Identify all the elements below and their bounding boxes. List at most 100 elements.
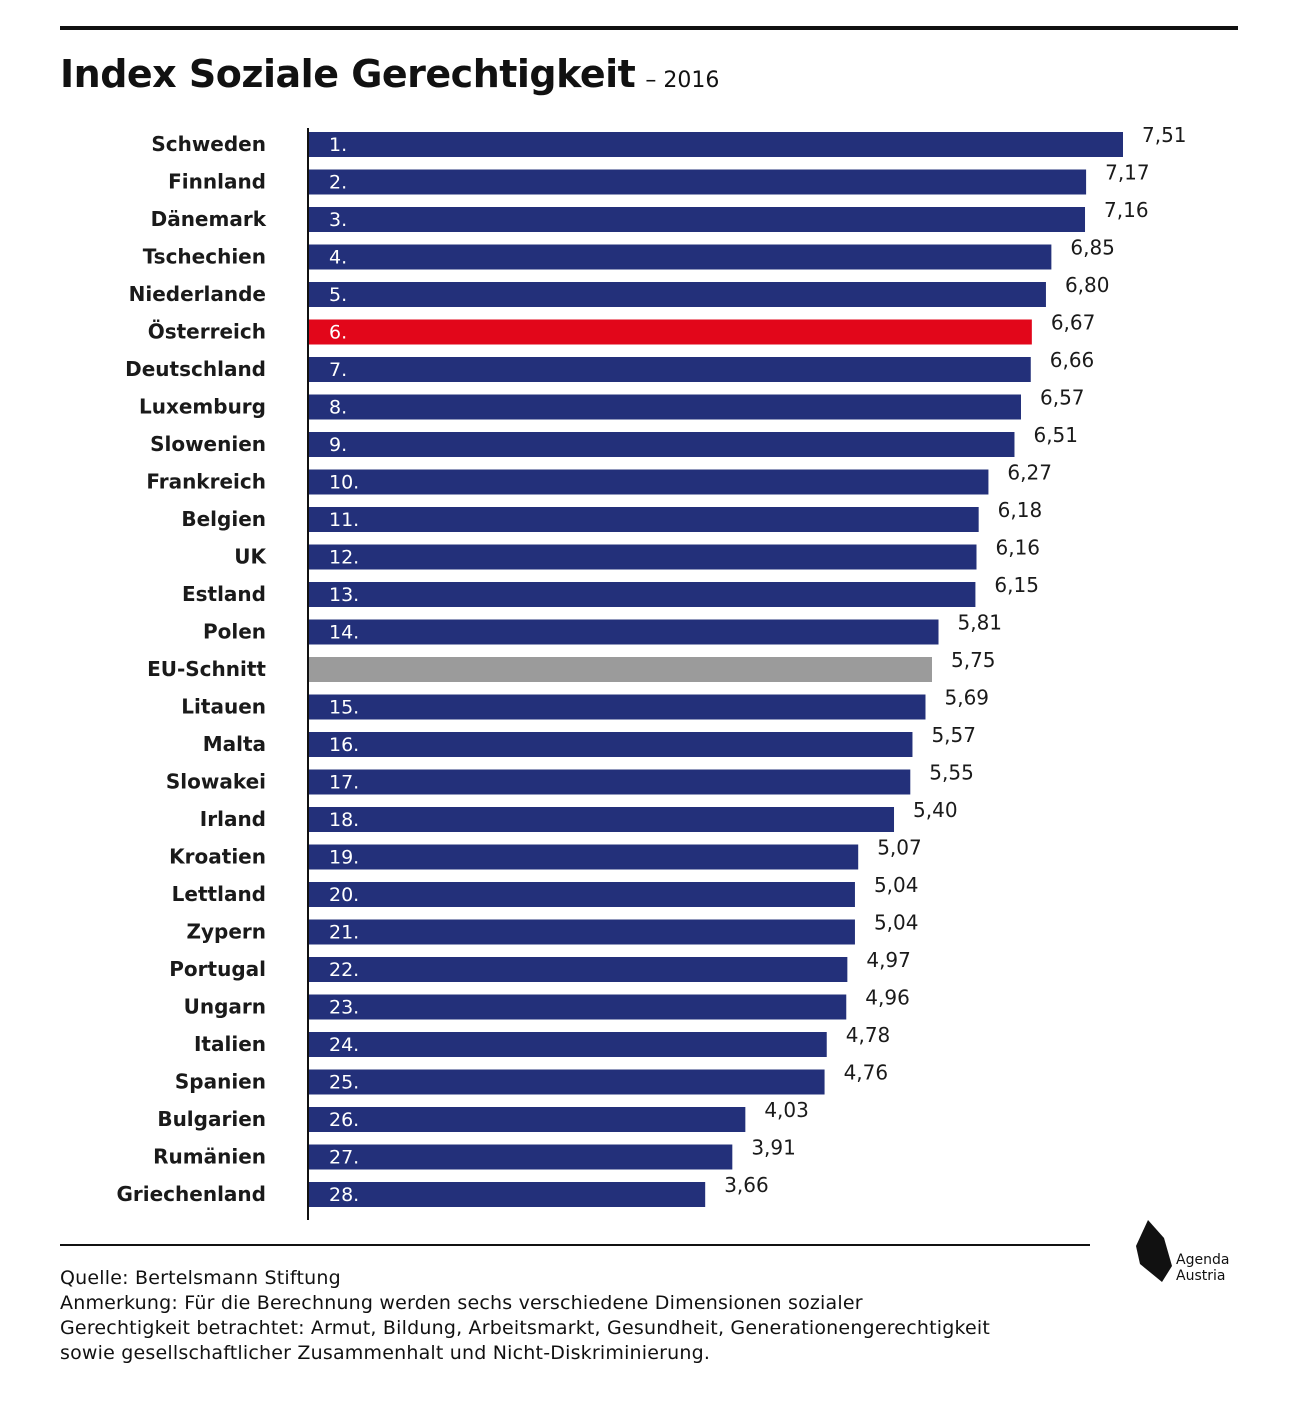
- bar-13: [308, 582, 976, 607]
- country-label: Österreich: [148, 320, 266, 344]
- country-label: UK: [234, 545, 267, 569]
- value-label: 6,16: [995, 536, 1040, 560]
- country-label: Finnland: [168, 170, 266, 194]
- value-label: 6,67: [1051, 311, 1096, 335]
- chart-subtitle: – 2016: [645, 68, 720, 93]
- rank-label: 8.: [329, 397, 347, 419]
- rank-label: 7.: [329, 359, 347, 381]
- value-label: 6,57: [1040, 386, 1085, 410]
- bar-6: [308, 319, 1032, 345]
- country-label: Frankreich: [146, 470, 266, 494]
- value-label: 5,07: [877, 836, 922, 860]
- country-label: Griechenland: [116, 1182, 266, 1206]
- value-label: 4,97: [866, 948, 911, 972]
- value-label: 4,03: [764, 1098, 809, 1122]
- country-label: Portugal: [169, 957, 266, 981]
- value-label: 5,40: [913, 798, 958, 822]
- agenda-austria-logo: [1136, 1220, 1172, 1282]
- bar-1: [308, 132, 1123, 157]
- value-label: 5,69: [944, 686, 989, 710]
- bar-18: [308, 769, 911, 795]
- rank-label: 17.: [329, 772, 359, 794]
- bar-19: [308, 807, 895, 832]
- rank-label: 11.: [329, 509, 359, 531]
- bar-22: [308, 919, 855, 945]
- value-label: 7,51: [1142, 123, 1187, 147]
- value-label: 6,51: [1033, 423, 1078, 447]
- rank-label: 26.: [329, 1109, 359, 1131]
- bar-16: [308, 694, 926, 720]
- rank-label: 18.: [329, 809, 359, 831]
- country-label: Italien: [194, 1032, 266, 1056]
- rank-label: 21.: [329, 922, 359, 944]
- logo-text-agenda: Agenda: [1176, 1252, 1230, 1268]
- country-label: EU-Schnitt: [147, 657, 266, 681]
- rank-label: 10.: [329, 472, 359, 494]
- bar-9: [308, 432, 1015, 457]
- country-label: Belgien: [181, 507, 266, 531]
- country-label: Malta: [203, 732, 266, 756]
- country-label: Bulgarien: [157, 1107, 266, 1131]
- country-label: Deutschland: [125, 357, 266, 381]
- value-label: 7,16: [1104, 198, 1149, 222]
- rank-label: 13.: [329, 584, 359, 606]
- value-label: 7,17: [1105, 161, 1150, 185]
- value-label: 5,57: [931, 723, 976, 747]
- rank-label: 16.: [329, 734, 359, 756]
- rank-label: 15.: [329, 697, 359, 719]
- value-label: 6,27: [1007, 461, 1052, 485]
- country-label: Tschechien: [143, 245, 266, 269]
- country-label: Niederlande: [129, 282, 266, 306]
- note-line-3: sowie gesellschaftlicher Zusammenhalt un…: [60, 1342, 711, 1364]
- rank-label: 28.: [329, 1184, 359, 1206]
- value-label: 4,76: [844, 1061, 889, 1085]
- rank-label: 20.: [329, 884, 359, 906]
- rank-label: 9.: [329, 434, 347, 456]
- value-label: 3,91: [751, 1136, 796, 1160]
- bar-2: [308, 169, 1087, 195]
- rank-label: 27.: [329, 1147, 359, 1169]
- value-label: 4,78: [846, 1023, 891, 1047]
- rank-label: 12.: [329, 547, 359, 569]
- country-label: Rumänien: [153, 1145, 266, 1169]
- chart-title: Index Soziale Gerechtigkeit: [60, 52, 636, 96]
- bar-20: [308, 844, 859, 870]
- country-label: Estland: [182, 582, 266, 606]
- bar-26: [308, 1069, 825, 1095]
- rank-label: 25.: [329, 1072, 359, 1094]
- country-label: Irland: [200, 807, 266, 831]
- rank-label: 24.: [329, 1034, 359, 1056]
- bar-chart: Schweden 1. 7,51 Finnland 2. 7,17 Dänemark 3. 7,…: [116, 123, 1187, 1220]
- value-label: 6,18: [998, 498, 1043, 522]
- rank-label: 2.: [329, 172, 347, 194]
- bar-21: [308, 882, 855, 907]
- bottom-rule: [60, 1244, 1090, 1246]
- note-line-2: Gerechtigkeit betrachtet: Armut, Bildung…: [60, 1317, 991, 1339]
- top-rule: [60, 26, 1238, 30]
- value-label: 3,66: [724, 1173, 769, 1197]
- value-label: 6,80: [1065, 273, 1110, 297]
- value-label: 5,04: [874, 911, 919, 935]
- value-label: 5,75: [951, 648, 996, 672]
- bar-23: [308, 957, 848, 982]
- bar-14: [308, 619, 939, 645]
- chart-header: Index Soziale Gerechtigkeit – 2016: [60, 52, 719, 96]
- rank-label: 22.: [329, 959, 359, 981]
- country-label: Dänemark: [151, 207, 267, 231]
- bar-5: [308, 282, 1046, 307]
- bar-10: [308, 469, 989, 495]
- value-label: 6,85: [1070, 236, 1115, 260]
- country-label: Polen: [203, 620, 266, 644]
- rank-label: 3.: [329, 209, 347, 231]
- rank-label: 23.: [329, 997, 359, 1019]
- bar-24: [308, 994, 847, 1020]
- note-line-1: Anmerkung: Für die Berechnung werden sec…: [60, 1292, 863, 1314]
- rank-label: 19.: [329, 847, 359, 869]
- bar-17: [308, 732, 913, 757]
- footer: Quelle: Bertelsmann Stiftung Anmerkung: …: [60, 1266, 1120, 1366]
- country-label: Lettland: [172, 882, 266, 906]
- value-label: 6,15: [994, 573, 1039, 597]
- country-label: Litauen: [181, 695, 266, 719]
- country-label: Luxemburg: [139, 395, 266, 419]
- value-label: 4,96: [865, 986, 910, 1010]
